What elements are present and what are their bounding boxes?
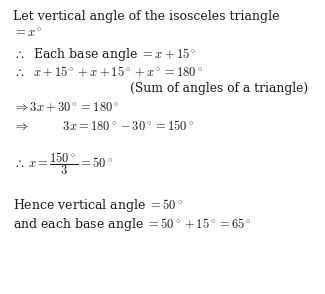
Text: (Sum of angles of a triangle): (Sum of angles of a triangle) <box>130 82 308 95</box>
Text: and each base angle $= 50{^\circ} + 15{^\circ} = 65{^\circ}$: and each base angle $= 50{^\circ} + 15{^… <box>13 216 252 233</box>
Text: Hence vertical angle $= 50{^\circ}$: Hence vertical angle $= 50{^\circ}$ <box>13 197 183 214</box>
Text: $= x{^\circ}$: $= x{^\circ}$ <box>13 26 42 39</box>
Text: Let vertical angle of the isosceles triangle: Let vertical angle of the isosceles tria… <box>13 10 280 23</box>
Text: $\Rightarrow 3x + 30{^\circ} = 180{^\circ}$: $\Rightarrow 3x + 30{^\circ} = 180{^\cir… <box>13 101 120 114</box>
Text: $\therefore$  $x + 15{^\circ} + x + 15{^\circ} + x{^\circ} = 180{^\circ}$: $\therefore$ $x + 15{^\circ} + x + 15{^\… <box>13 65 203 79</box>
Text: $\therefore\; x = \dfrac{150{^\circ}}{3} = 50{^\circ}$: $\therefore\; x = \dfrac{150{^\circ}}{3}… <box>13 150 113 177</box>
Text: $\Rightarrow \quad\quad\quad 3x = 180{^\circ} - 30{^\circ} = 150{^\circ}$: $\Rightarrow \quad\quad\quad 3x = 180{^\… <box>13 119 194 133</box>
Text: $\therefore$  Each base angle $= x + 15{^\circ}$: $\therefore$ Each base angle $= x + 15{^… <box>13 46 197 63</box>
